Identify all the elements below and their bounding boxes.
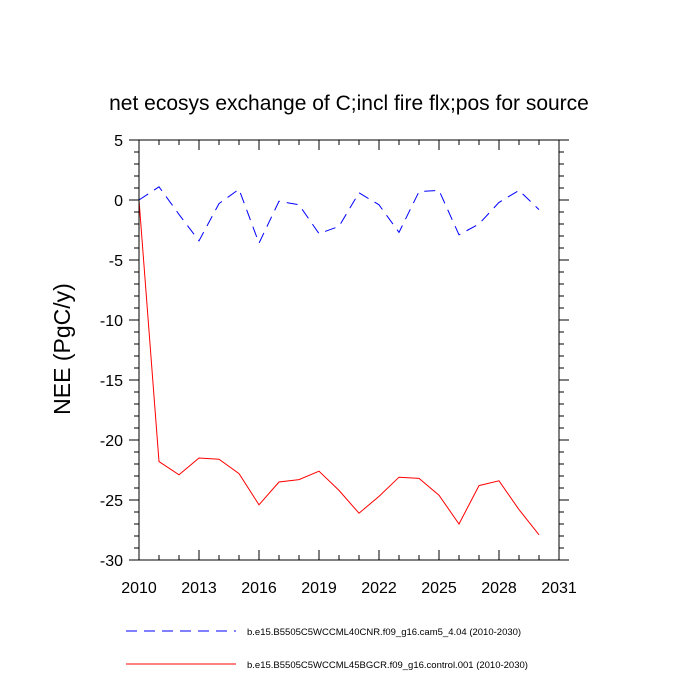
y-tick-label: -5	[109, 253, 123, 270]
x-tick-label: 2028	[481, 580, 517, 597]
y-tick-labels: 5 0 -5 -10 -15 -20 -25 -30	[100, 133, 123, 570]
axis-ticks	[129, 139, 569, 561]
x-tick-label: 2019	[301, 580, 337, 597]
legend-label-1: b.e15.B5505C5WCCML40CNR.f09_g16.cam5_4.0…	[247, 627, 521, 638]
y-tick-label: -25	[100, 493, 123, 510]
x-tick-label: 2013	[181, 580, 217, 597]
x-tick-labels: 2010 2013 2016 2019 2022 2025 2028 2031	[121, 580, 577, 597]
y-tick-label: 0	[114, 193, 123, 210]
y-axis-label: NEE (PgC/y)	[49, 283, 75, 415]
y-tick-label: -20	[100, 433, 123, 450]
x-tick-label: 2022	[361, 580, 397, 597]
chart-title: net ecosys exchange of C;incl fire flx;p…	[109, 92, 589, 115]
x-tick-label: 2010	[121, 580, 157, 597]
series-lines	[138, 186, 540, 536]
x-tick-label: 2031	[541, 580, 577, 597]
y-tick-label: -10	[100, 313, 123, 330]
series-line-1	[138, 186, 540, 245]
series-line-2	[138, 199, 540, 536]
y-tick-label: 5	[114, 133, 123, 150]
x-tick-label: 2025	[421, 580, 457, 597]
legend: b.e15.B5505C5WCCML40CNR.f09_g16.cam5_4.0…	[126, 627, 528, 671]
plot-frame	[138, 139, 560, 561]
legend-label-2: b.e15.B5505C5WCCML45BGCR.f09_g16.control…	[247, 660, 528, 671]
y-tick-label: -30	[100, 553, 123, 570]
y-tick-label: -15	[100, 373, 123, 390]
x-tick-label: 2016	[241, 580, 277, 597]
